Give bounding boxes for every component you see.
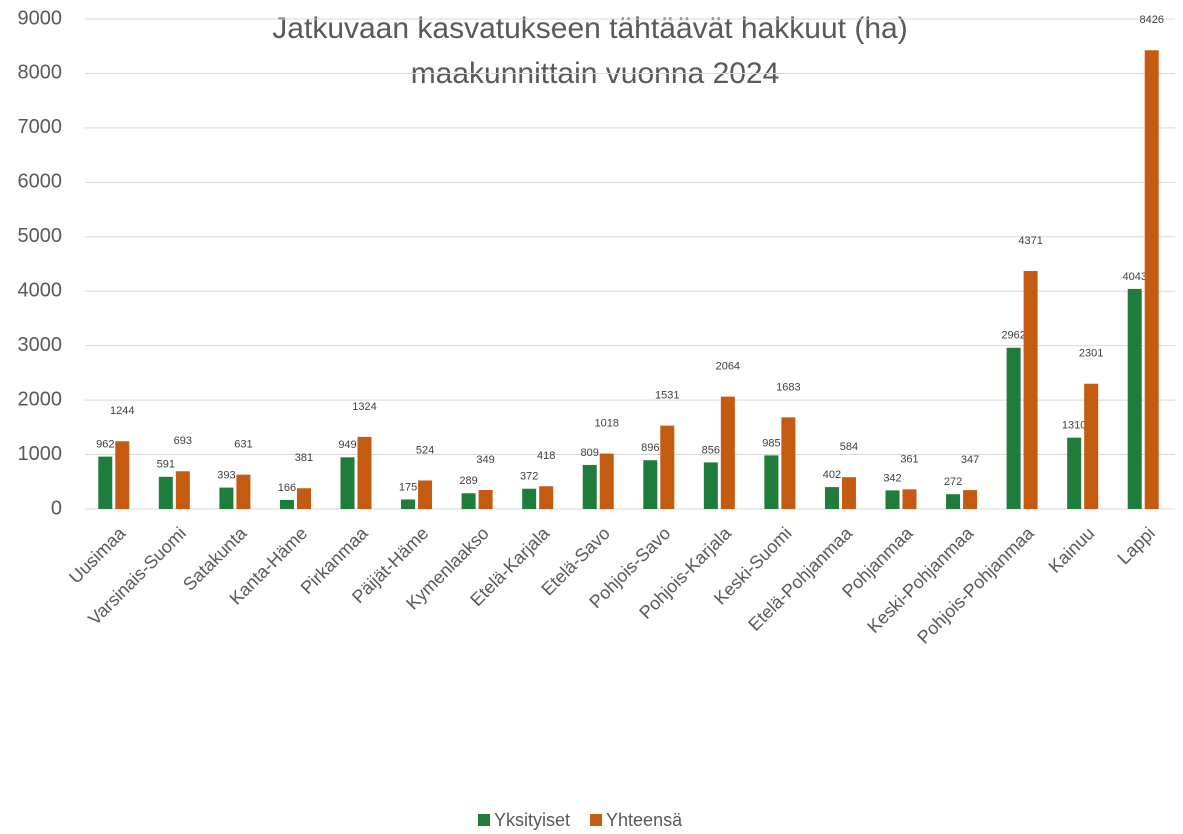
bar [418,480,433,509]
bar [599,453,614,509]
bar [781,417,796,509]
value-label: 1310 [1062,420,1086,432]
value-label: 166 [278,482,296,494]
x-tick-label: Kainuu [1045,523,1099,577]
value-label: 809 [581,447,599,459]
value-label: 1683 [776,381,800,393]
chart-title: Jatkuvaan kasvatukseen tähtäävät hakkuut… [272,12,907,45]
value-label: 8426 [1139,14,1163,26]
legend-swatch [478,814,490,826]
bar [340,457,355,509]
bar [158,476,173,509]
value-label: 4043 [1122,271,1146,283]
y-tick-label: 6000 [18,171,63,193]
bar [643,460,658,509]
value-label: 393 [217,470,235,482]
bar [764,455,779,509]
bar [703,462,718,509]
legend-label: Yhteensä [606,810,683,830]
value-label: 418 [537,450,555,462]
bar [1144,50,1159,510]
bar [539,486,554,509]
legend-label: Yksityiset [494,810,570,830]
value-label: 856 [702,444,720,456]
value-label: 349 [476,454,494,466]
y-tick-label: 7000 [18,116,63,138]
bar [582,464,597,509]
bar [902,489,917,509]
x-tick-label: Keski-Pohjanmaa [863,522,978,637]
y-tick-label: 2000 [18,388,63,410]
value-label: 949 [338,439,356,451]
bar [841,477,856,509]
value-label: 175 [399,481,417,493]
bar [885,490,900,509]
y-tick-label: 4000 [18,280,63,302]
value-label: 693 [174,435,192,447]
value-label: 361 [900,453,918,465]
bar [175,471,190,509]
bar [401,499,416,509]
value-label: 347 [961,454,979,466]
value-label: 962 [96,439,114,451]
bar [522,488,537,509]
y-tick-label: 1000 [18,443,63,465]
value-label: 631 [234,439,252,451]
y-tick-label: 8000 [18,62,63,84]
value-label: 272 [944,476,962,488]
y-tick-label: 5000 [18,225,63,247]
x-tick-label: Etelä-Pohjanmaa [744,522,856,634]
value-label: 1324 [352,401,376,413]
bar [115,441,130,509]
bar [296,488,311,509]
bar [720,396,735,509]
bar [279,499,294,509]
y-tick-label: 9000 [18,7,63,29]
bar [98,456,113,509]
bar [478,489,493,509]
value-label: 289 [459,475,477,487]
bar [660,425,675,509]
bar [1127,288,1142,509]
y-tick-label: 3000 [18,334,63,356]
legend-swatch [590,814,603,826]
value-label: 584 [840,441,858,453]
value-label: 342 [883,472,901,484]
value-label: 381 [295,452,313,464]
bar [236,474,251,509]
value-label: 1244 [110,405,134,417]
bar [219,487,234,509]
value-label: 372 [520,471,538,483]
value-label: 896 [641,442,659,454]
value-label: 2064 [716,361,740,373]
value-label: 2962 [1001,330,1025,342]
bar [946,494,961,509]
bar [963,490,978,509]
bar [1067,437,1082,509]
bar [1023,271,1038,509]
value-label: 1018 [594,417,618,429]
bar [357,436,372,509]
bar [1006,347,1021,509]
x-tick-label: Lappi [1114,523,1159,568]
y-tick-label: 0 [51,497,62,519]
value-label: 4371 [1018,235,1042,247]
value-label: 1531 [655,390,679,402]
value-label: 402 [823,469,841,481]
bar [1084,383,1099,509]
value-label: 591 [157,459,175,471]
x-tick-label: Pohjois-Pohjanmaa [913,522,1038,647]
value-label: 524 [416,444,434,456]
value-label: 2301 [1079,348,1103,360]
bar [461,493,476,509]
bar [824,487,839,509]
value-label: 985 [762,437,780,449]
